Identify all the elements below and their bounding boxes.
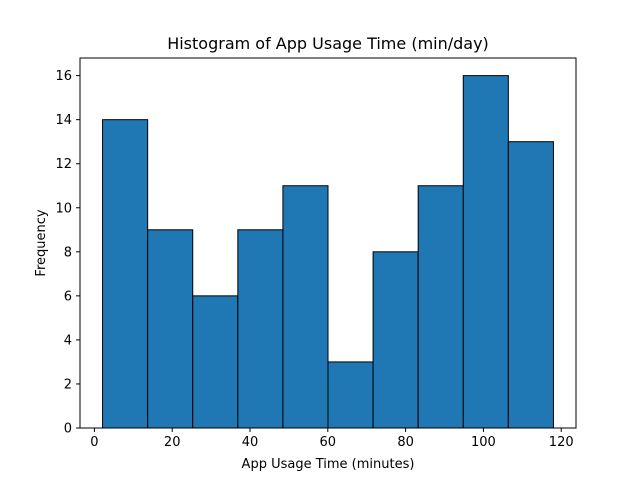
ticks-group: 0 20 40 60 80 100 120 0 2 4 6 8 10 12 14 16: [55, 69, 573, 450]
y-tick-label: 10: [55, 201, 72, 216]
histogram-bar: [192, 295, 239, 429]
x-tick-label: 20: [164, 435, 181, 450]
y-tick-label: 6: [64, 289, 72, 304]
histogram-bar: [237, 229, 284, 429]
y-tick-label: 12: [55, 157, 72, 172]
histogram-bar: [417, 185, 464, 429]
histogram-bar: [147, 229, 194, 429]
y-tick-label: 16: [55, 69, 72, 84]
y-tick-label: 0: [64, 422, 72, 437]
histogram-bar: [102, 119, 149, 429]
chart-title: Histogram of App Usage Time (min/day): [167, 34, 489, 53]
x-tick-label: 0: [90, 435, 98, 450]
y-tick-label: 8: [64, 245, 72, 260]
x-tick-label: 100: [471, 435, 496, 450]
x-tick-label: 40: [242, 435, 259, 450]
y-tick-label: 14: [55, 113, 72, 128]
x-axis-label: App Usage Time (minutes): [242, 457, 415, 472]
histogram-bar: [462, 75, 509, 429]
bars-group: [102, 75, 554, 429]
x-tick-label: 120: [549, 435, 574, 450]
y-tick-label: 4: [64, 333, 72, 348]
x-tick-label: 60: [320, 435, 337, 450]
y-axis-label: Frequency: [34, 209, 49, 276]
y-tick-label: 2: [64, 377, 72, 392]
histogram-bar: [372, 251, 419, 429]
histogram-bar: [282, 185, 329, 429]
x-tick-label: 80: [397, 435, 414, 450]
histogram-bar: [507, 141, 554, 429]
histogram-bar: [327, 361, 374, 429]
